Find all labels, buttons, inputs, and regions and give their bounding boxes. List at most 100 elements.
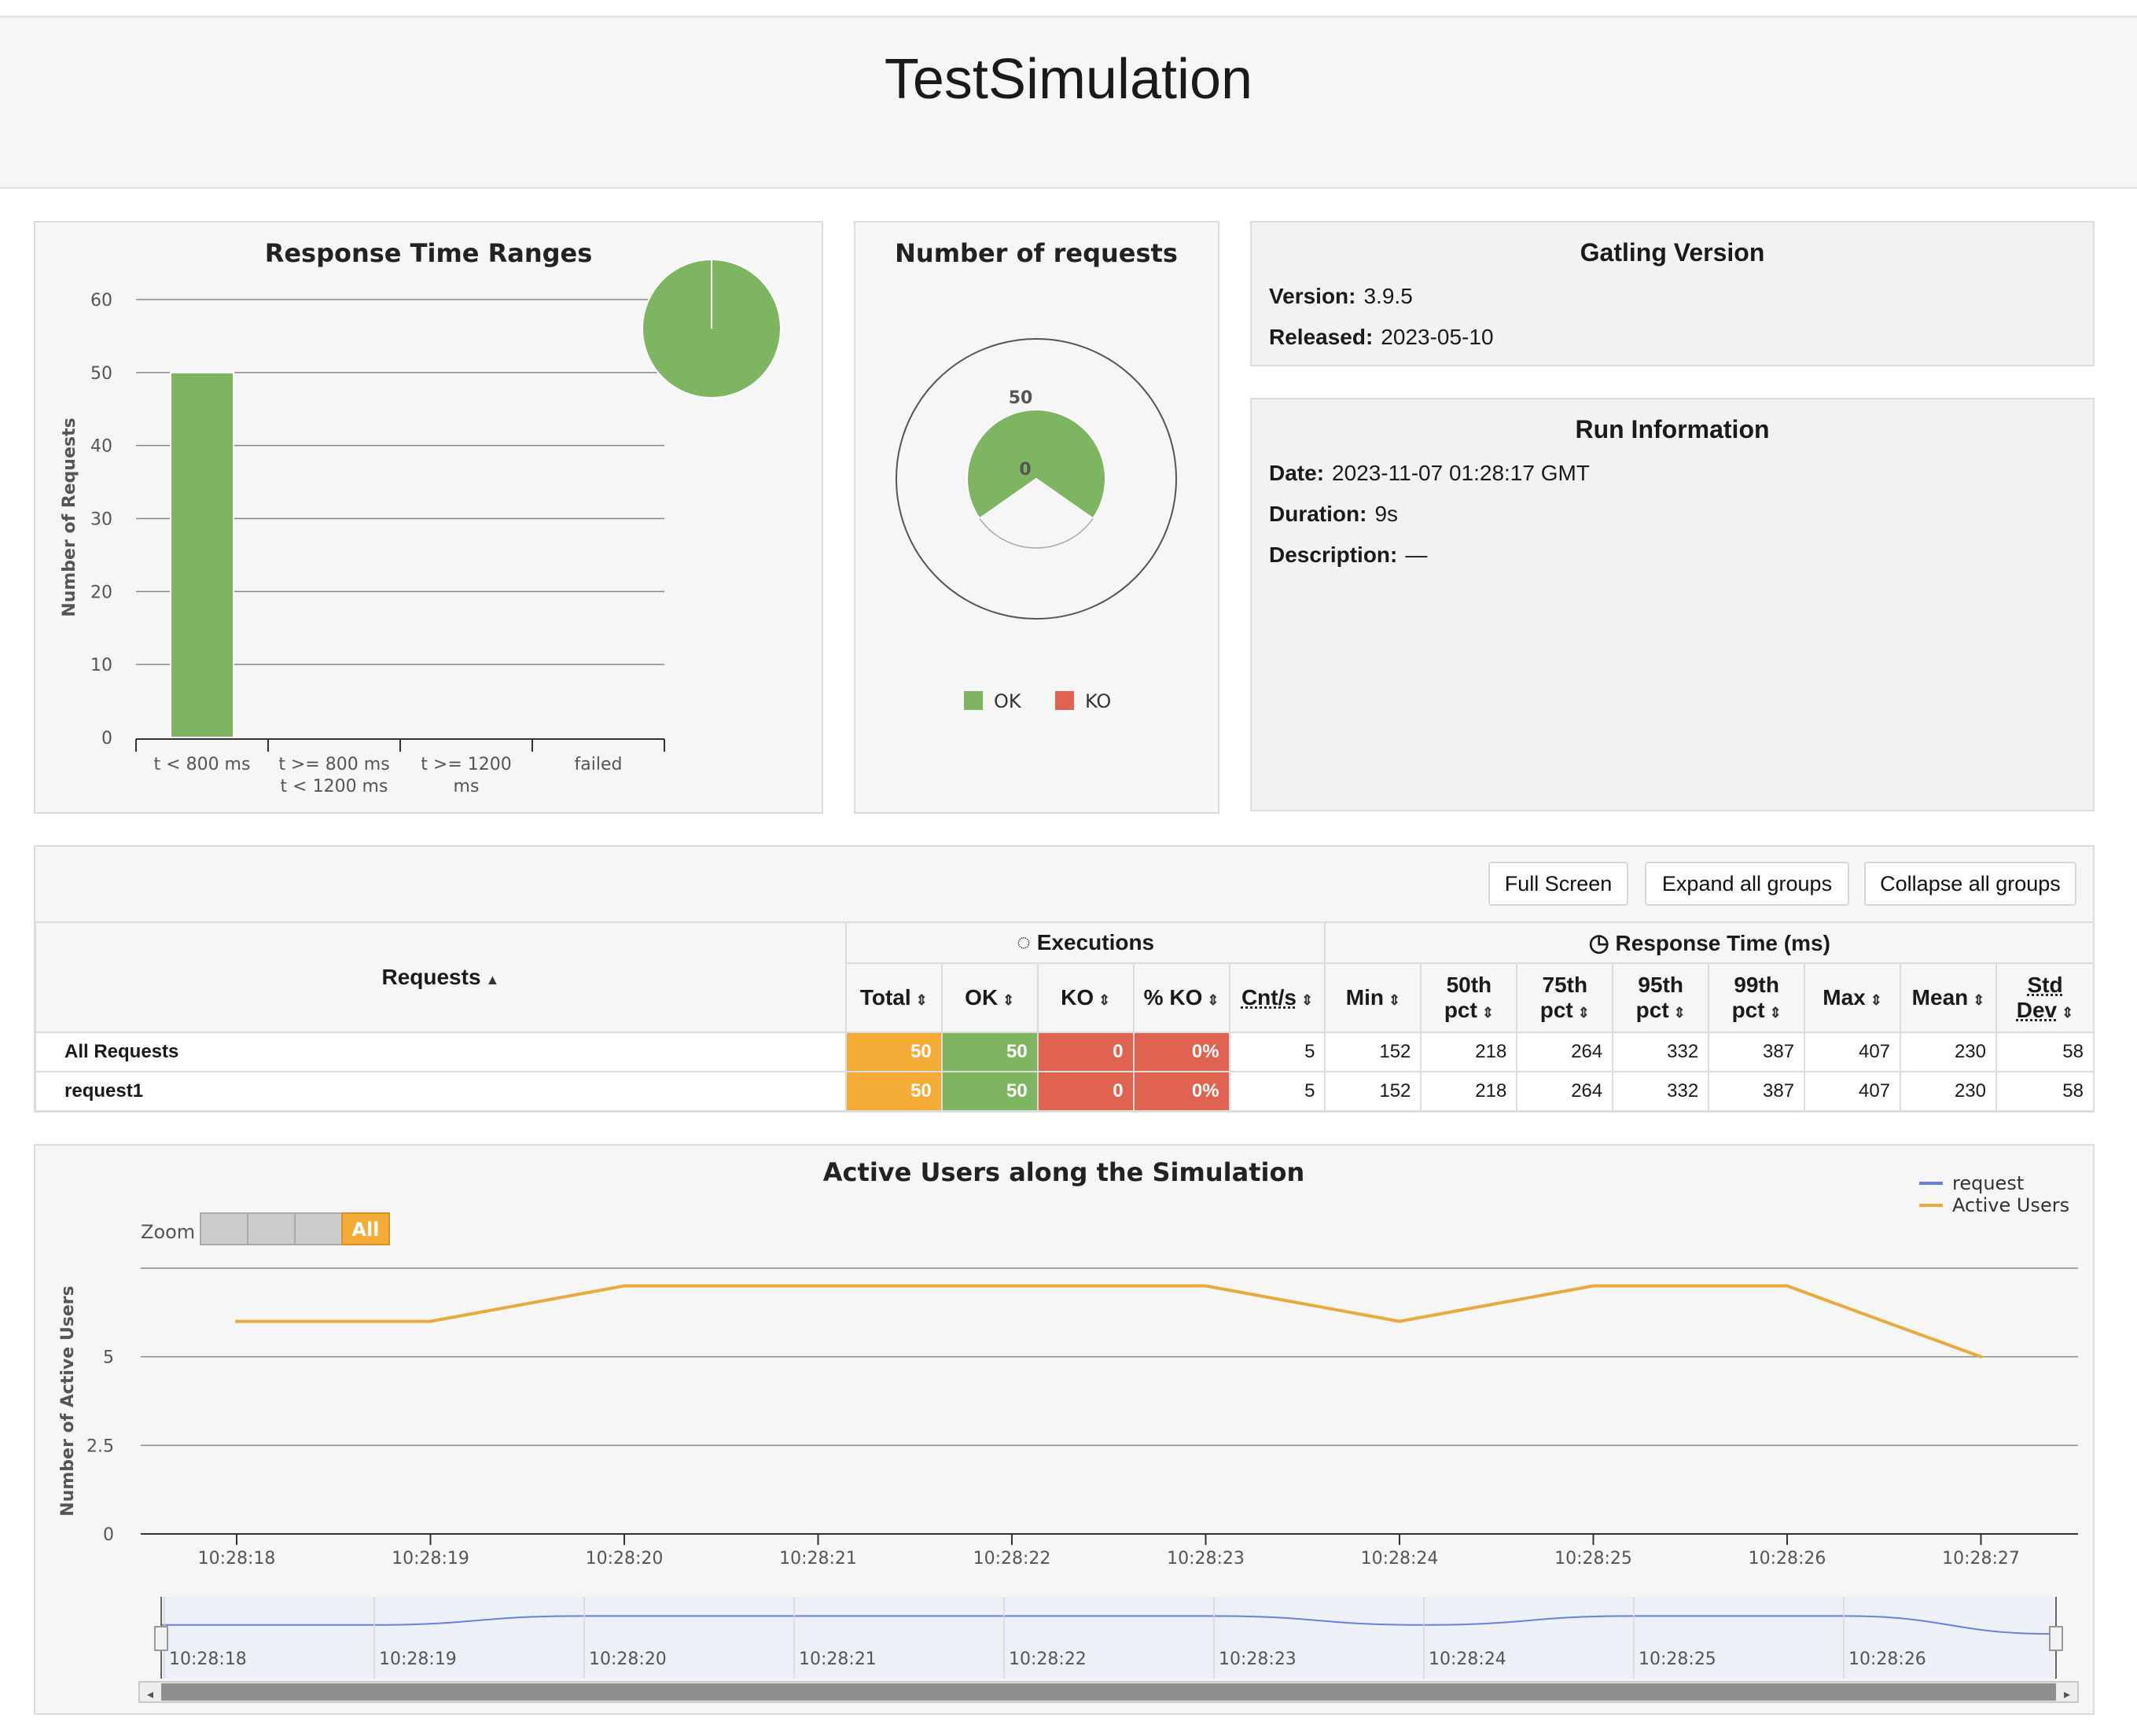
navigator-series-line	[161, 1615, 2055, 1635]
ok-cell: 50	[940, 1032, 1039, 1072]
max-cell: 407	[1804, 1032, 1902, 1072]
zoom-label: Zoom	[141, 1221, 195, 1243]
navigator-area[interactable]	[161, 1597, 2054, 1679]
run-information-panel: Run Information Date: 2023-11-07 01:28:17…	[1250, 398, 2095, 811]
std-dev-cell: 58	[1995, 1071, 2095, 1112]
pct-ko-column-header[interactable]: % KO ⇕	[1132, 962, 1230, 1033]
legend-label[interactable]: KO	[1085, 690, 1111, 712]
zoom-button[interactable]	[247, 1212, 296, 1245]
sort-icon: ⇕	[1577, 1005, 1590, 1021]
version-row: Version: 3.9.5	[1269, 284, 1413, 309]
data-point[interactable]	[1979, 1355, 1983, 1359]
table-row[interactable]: request1 50 50 0 0% 5 152 218 264 332 38…	[35, 1071, 2095, 1112]
legend-label[interactable]: Active Users	[1952, 1194, 2069, 1216]
x-tick-label: 10:28:27	[1942, 1549, 2020, 1569]
data-point[interactable]	[623, 1284, 626, 1288]
mean-cell: 230	[1900, 1071, 1997, 1112]
number-of-requests-panel: Number of requests 50 0 OK KO	[854, 221, 1219, 814]
pie-slice-ok[interactable]	[966, 409, 1106, 520]
pct-ko-cell: 0%	[1132, 1071, 1230, 1112]
y-tick-label: 10	[90, 656, 112, 675]
response-time-ranges-chart: Response Time Ranges Number of Requests …	[60, 238, 782, 796]
number-of-requests-chart: Number of requests 50 0 OK KO	[895, 238, 1178, 712]
data-point[interactable]	[1204, 1284, 1208, 1288]
ok-cell: 50	[940, 1071, 1039, 1112]
scroll-left-arrow-icon[interactable]: ◂	[147, 1686, 153, 1701]
gatling-version-title: Gatling Version	[1580, 238, 1765, 267]
total-column-header[interactable]: Total ⇕	[844, 962, 943, 1033]
x-tick-label: 10:28:26	[1749, 1549, 1826, 1569]
y-tick-label: 30	[90, 510, 112, 530]
y-axis-label: Number of Requests	[60, 417, 79, 616]
response-time-ranges-panel: Response Time Ranges Number of Requests …	[34, 221, 823, 814]
p50-column-header[interactable]: 50th pct ⇕	[1420, 962, 1518, 1033]
chart-title: Number of requests	[895, 238, 1178, 268]
p75-column-header[interactable]: 75th pct ⇕	[1516, 962, 1614, 1033]
duration-label: Duration:	[1269, 502, 1367, 526]
pie-slice-ko[interactable]	[979, 518, 1094, 549]
total-cell: 50	[844, 1032, 943, 1072]
data-point[interactable]	[1398, 1319, 1401, 1323]
sort-asc-icon: ▲	[485, 972, 500, 988]
x-tick-label: 10:28:23	[1167, 1549, 1245, 1569]
x-tick-label: 10:28:24	[1361, 1549, 1439, 1569]
zoom-button[interactable]	[200, 1212, 248, 1245]
mean-column-header[interactable]: Mean ⇕	[1900, 962, 1997, 1033]
p95-column-header[interactable]: 95th pct ⇕	[1612, 962, 1710, 1033]
data-point[interactable]	[1591, 1284, 1595, 1288]
version-value: 3.9.5	[1363, 284, 1413, 308]
navigator-left-handle[interactable]	[154, 1626, 168, 1651]
bar[interactable]	[170, 371, 234, 738]
navigator-tick-label: 10:28:23	[1219, 1650, 1297, 1669]
min-cell: 152	[1324, 1032, 1422, 1072]
ko-cell: 0	[1036, 1071, 1135, 1112]
x-tick-label: 10:28:18	[198, 1549, 276, 1569]
full-screen-button[interactable]: Full Screen	[1488, 862, 1628, 906]
run-information-title: Run Information	[1575, 415, 1770, 443]
requests-column-header[interactable]: Requests ▲	[35, 921, 847, 1033]
ko-column-header[interactable]: KO ⇕	[1036, 962, 1135, 1033]
p99-column-header[interactable]: 99th pct ⇕	[1708, 962, 1806, 1033]
y-tick-label: 40	[90, 437, 112, 457]
duration-row: Duration: 9s	[1269, 502, 1398, 527]
active-users-panel: Active Users along the Simulation Number…	[34, 1144, 2095, 1715]
x-tick-label: t < 1200 ms	[281, 777, 388, 796]
executions-icon: ◌	[1017, 929, 1031, 955]
data-point[interactable]	[1786, 1284, 1789, 1288]
p75-cell: 264	[1516, 1071, 1614, 1112]
p50-cell: 218	[1420, 1071, 1518, 1112]
mean-cell: 230	[1900, 1032, 1997, 1072]
p99-cell: 387	[1708, 1071, 1806, 1112]
max-column-header[interactable]: Max ⇕	[1804, 962, 1902, 1033]
date-label: Date:	[1269, 461, 1325, 485]
duration-value: 9s	[1374, 502, 1399, 526]
y-tick-label: 20	[90, 583, 112, 602]
legend-label[interactable]: request	[1952, 1172, 2024, 1194]
std-dev-column-header[interactable]: Std Dev ⇕	[1995, 962, 2095, 1033]
expand-all-groups-button[interactable]: Expand all groups	[1645, 862, 1849, 906]
released-value: 2023-05-10	[1381, 325, 1494, 349]
data-point[interactable]	[1010, 1284, 1013, 1288]
zoom-all-button[interactable]	[341, 1212, 390, 1245]
data-point[interactable]	[816, 1284, 820, 1288]
zoom-button[interactable]	[294, 1212, 343, 1245]
x-tick-label: t < 800 ms	[154, 755, 251, 774]
min-column-header[interactable]: Min ⇕	[1324, 962, 1422, 1033]
p99-cell: 387	[1708, 1032, 1806, 1072]
sort-icon: ⇕	[1300, 992, 1314, 1008]
ok-column-header[interactable]: OK ⇕	[940, 962, 1039, 1033]
clock-icon: ◷	[1588, 929, 1609, 956]
scroll-right-arrow-icon[interactable]: ▸	[2064, 1686, 2070, 1701]
legend-label[interactable]: OK	[994, 690, 1022, 712]
cnt-s-column-header[interactable]: Cnt/s ⇕	[1228, 962, 1326, 1033]
data-point[interactable]	[235, 1319, 238, 1323]
y-tick-label: 60	[90, 291, 112, 311]
navigator-right-handle[interactable]	[2049, 1626, 2063, 1651]
collapse-all-groups-button[interactable]: Collapse all groups	[1864, 862, 2076, 906]
table-row: All Requests 50 50 0 0% 5 152 218 264 33…	[35, 1032, 2095, 1072]
data-point[interactable]	[429, 1319, 432, 1323]
y-tick-label: 50	[90, 364, 112, 384]
scrollbar-thumb[interactable]	[161, 1683, 2056, 1701]
response-time-group-header: ◷ Response Time (ms)	[1324, 921, 2095, 964]
active-users-series-line[interactable]	[237, 1284, 1982, 1359]
